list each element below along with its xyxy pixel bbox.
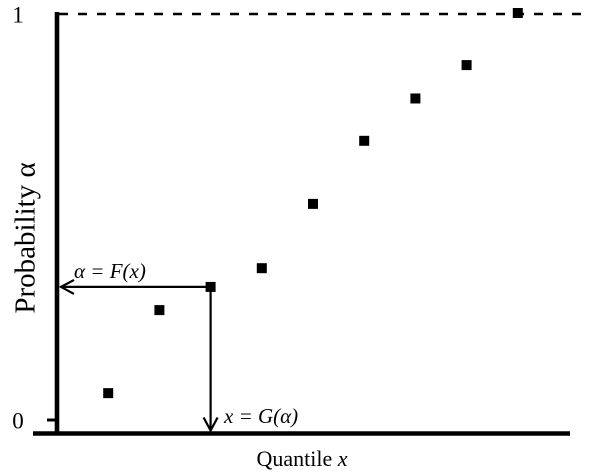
data-point-marker — [154, 305, 165, 316]
y-axis-label-symbol: α — [9, 162, 42, 178]
annotation-cdf-formula: α = F(x) — [74, 259, 146, 283]
data-point-marker — [308, 198, 318, 209]
annotation-quantile-formula: x = G(α) — [224, 404, 299, 428]
x-axis-label-text: Quantile — [256, 446, 333, 471]
y-tick-label-one: 1 — [12, 2, 24, 28]
y-axis-label: Probability α — [9, 162, 42, 314]
x-axis-label-symbol: x — [337, 446, 348, 471]
y-tick-label-zero: 0 — [12, 408, 24, 434]
y-axis-label-text: Probability — [9, 184, 42, 314]
arrow-to-x-axis-head — [202, 416, 219, 433]
data-point-marker — [359, 135, 370, 146]
arrow-to-y-axis-head — [58, 278, 75, 295]
data-point-marker — [205, 281, 216, 292]
x-axis-label: Quantile x — [256, 448, 347, 470]
data-point-marker — [461, 60, 472, 71]
data-point-marker — [512, 8, 523, 18]
data-point-marker — [256, 263, 267, 274]
data-point-marker — [410, 93, 421, 104]
data-point-marker — [103, 388, 114, 399]
